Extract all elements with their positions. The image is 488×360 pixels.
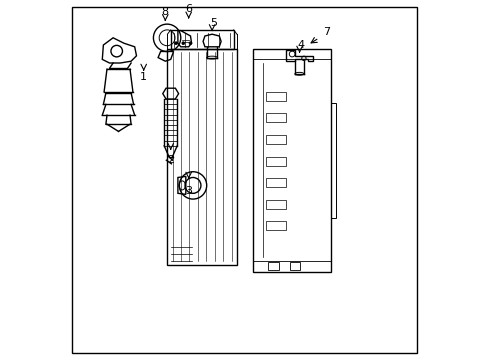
Text: 1: 1 bbox=[140, 72, 147, 82]
Bar bbox=[330, 103, 336, 218]
Text: 6: 6 bbox=[185, 4, 192, 14]
Text: 7: 7 bbox=[323, 27, 330, 37]
Bar bbox=[265, 113, 285, 122]
Bar bbox=[267, 262, 278, 270]
Circle shape bbox=[182, 42, 184, 45]
Bar bbox=[170, 30, 233, 49]
Text: 8: 8 bbox=[162, 7, 168, 17]
Bar bbox=[265, 157, 285, 166]
Bar bbox=[253, 49, 330, 272]
Bar bbox=[167, 49, 237, 265]
Text: 5: 5 bbox=[210, 18, 217, 28]
Bar bbox=[289, 262, 300, 270]
Bar bbox=[265, 92, 285, 101]
Bar bbox=[265, 135, 285, 144]
Circle shape bbox=[189, 42, 192, 45]
Bar bbox=[265, 221, 285, 230]
Text: 4: 4 bbox=[297, 40, 305, 50]
Text: 2: 2 bbox=[167, 155, 174, 165]
Text: 3: 3 bbox=[185, 186, 192, 196]
Circle shape bbox=[174, 42, 177, 45]
Bar bbox=[265, 200, 285, 209]
Bar bbox=[265, 178, 285, 187]
